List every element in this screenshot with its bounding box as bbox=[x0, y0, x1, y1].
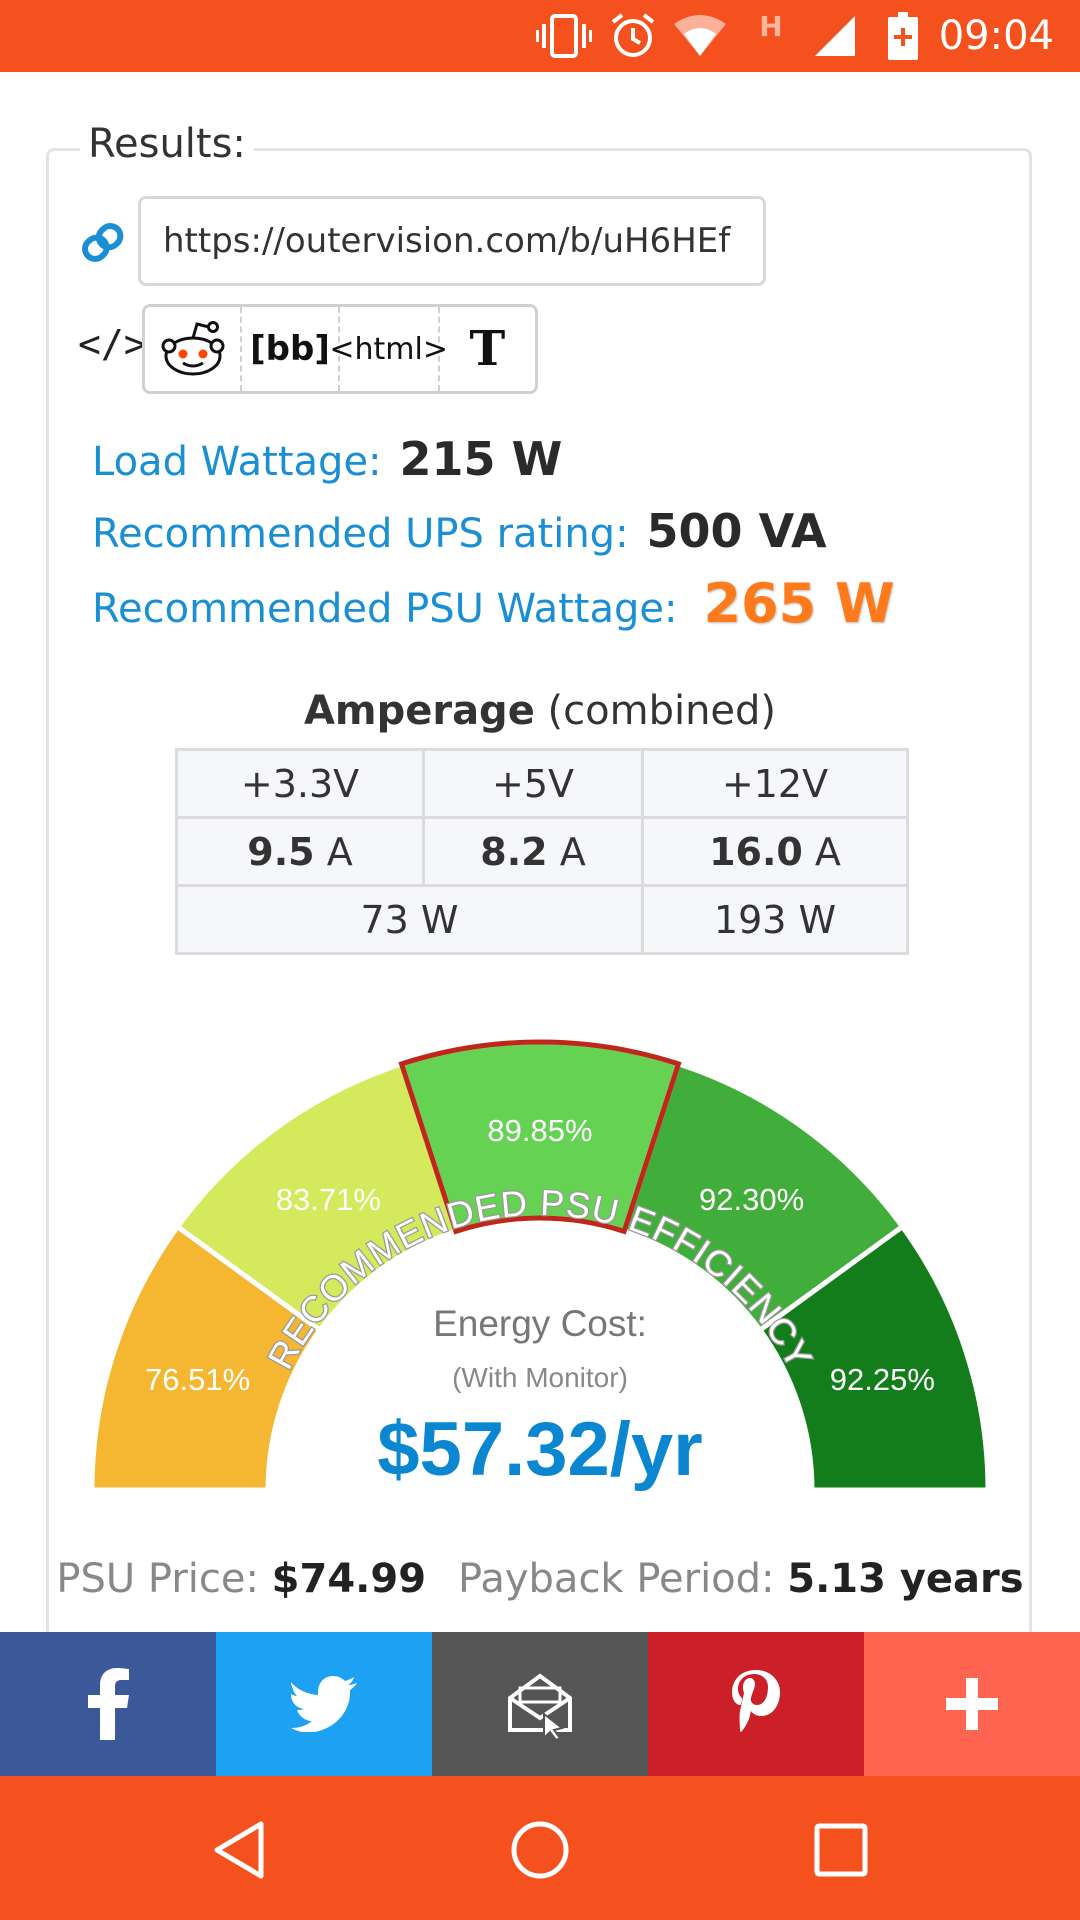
psu-price-value: $74.99 bbox=[271, 1556, 427, 1602]
amperage-title-rest: (combined) bbox=[534, 688, 777, 734]
payback-period-label: Payback Period: bbox=[458, 1556, 788, 1602]
facebook-share-button[interactable] bbox=[0, 1632, 216, 1776]
energy-cost-subtitle: (With Monitor) bbox=[452, 1362, 628, 1393]
ups-rating-value: 500 VA bbox=[646, 504, 827, 558]
amp-unit: A bbox=[547, 829, 586, 874]
bbcode-button[interactable]: [bb] bbox=[242, 307, 340, 391]
load-wattage-label: Load Wattage: bbox=[92, 439, 382, 485]
load-wattage-value: 215 W bbox=[399, 432, 563, 486]
html-label: <html> bbox=[329, 331, 448, 367]
amp-unit: A bbox=[314, 829, 353, 874]
plus-icon bbox=[946, 1678, 998, 1730]
gauge-segment-label: 76.51% bbox=[145, 1362, 250, 1397]
gauge-segment-label: 92.25% bbox=[830, 1362, 935, 1397]
home-icon[interactable] bbox=[510, 1820, 570, 1880]
amp-value: 16.0 bbox=[709, 829, 803, 874]
h-signal-icon: H bbox=[756, 0, 786, 62]
twitter-share-button[interactable] bbox=[216, 1632, 432, 1776]
amp-value: 8.2 bbox=[480, 829, 548, 874]
vibrate-icon bbox=[536, 0, 592, 72]
wifi-icon bbox=[672, 0, 728, 72]
table-row: 73 W 193 W bbox=[175, 884, 909, 955]
payback-row: PSU Price: $74.99 Payback Period: 5.13 ye… bbox=[0, 1556, 1080, 1602]
amperage-table: +3.3V +5V +12V 9.5 A 8.2 A 16.0 A 73 W 1… bbox=[175, 748, 909, 955]
energy-cost-value: $57.32/yr bbox=[377, 1407, 702, 1492]
load-wattage-row: Load Wattage: 215 W bbox=[92, 432, 562, 486]
html-button[interactable]: <html> bbox=[329, 307, 448, 391]
amperage-title: Amperage (combined) bbox=[0, 688, 1080, 734]
navigation-bar bbox=[0, 1776, 1080, 1920]
amp-value: 9.5 bbox=[247, 829, 315, 874]
text-label: T bbox=[469, 321, 506, 377]
header-cell: +12V bbox=[641, 748, 909, 819]
alarm-icon bbox=[608, 0, 658, 72]
selected-segment-outline bbox=[398, 1039, 682, 1235]
share-url-input[interactable]: https://outervision.com/b/uH6HEf bbox=[138, 196, 766, 286]
amp-unit: A bbox=[802, 829, 841, 874]
psu-wattage-value: 265 W bbox=[703, 572, 895, 635]
email-icon bbox=[508, 1673, 572, 1740]
table-row: +3.3V +5V +12V bbox=[175, 748, 909, 819]
more-share-button[interactable] bbox=[864, 1632, 1080, 1776]
twitter-icon bbox=[291, 1676, 357, 1732]
gauge-segment bbox=[756, 1223, 991, 1493]
amp-cell: 16.0 A bbox=[641, 816, 909, 887]
social-share-bar bbox=[0, 1632, 1080, 1776]
share-format-bar: [bb] <html> T bbox=[142, 304, 538, 394]
email-share-button[interactable] bbox=[432, 1632, 648, 1776]
pinterest-icon bbox=[732, 1670, 780, 1732]
facebook-icon bbox=[88, 1668, 129, 1740]
gauge-segment-label: 92.30% bbox=[699, 1182, 804, 1217]
table-row: 9.5 A 8.2 A 16.0 A bbox=[175, 816, 909, 887]
reddit-icon bbox=[161, 321, 225, 376]
amp-cell: 9.5 A bbox=[175, 816, 425, 887]
psu-price-label: PSU Price: bbox=[56, 1556, 272, 1602]
psu-wattage-label: Recommended PSU Wattage: bbox=[92, 586, 678, 632]
cell-signal-icon bbox=[812, 0, 858, 72]
bbcode-label: [bb] bbox=[250, 329, 330, 369]
clock: 09:04 bbox=[938, 13, 1054, 59]
text-button[interactable]: T bbox=[440, 307, 535, 391]
results-legend: Results: bbox=[80, 118, 254, 170]
watt-cell: 193 W bbox=[641, 884, 909, 955]
header-cell: +3.3V bbox=[175, 748, 425, 819]
ups-rating-row: Recommended UPS rating: 500 VA bbox=[92, 504, 827, 558]
reddit-button[interactable] bbox=[145, 307, 243, 391]
back-icon[interactable] bbox=[211, 1820, 267, 1880]
header-cell: +5V bbox=[422, 748, 644, 819]
watt-cell: 73 W bbox=[175, 884, 644, 955]
amp-cell: 8.2 A bbox=[422, 816, 644, 887]
battery-icon bbox=[886, 0, 920, 72]
embed-code-icon: </> bbox=[78, 322, 147, 366]
amperage-title-bold: Amperage bbox=[303, 688, 535, 734]
gauge-segment-label: 89.85% bbox=[487, 1113, 592, 1148]
energy-cost-label: Energy Cost: bbox=[433, 1303, 647, 1344]
efficiency-gauge: RECOMMENDED PSU EFFICIENCY 76.51%83.71%8… bbox=[89, 1039, 991, 1493]
pinterest-share-button[interactable] bbox=[648, 1632, 864, 1776]
ups-rating-label: Recommended UPS rating: bbox=[92, 511, 629, 557]
psu-wattage-row: Recommended PSU Wattage: 265 W bbox=[92, 572, 895, 635]
recents-icon[interactable] bbox=[814, 1823, 868, 1877]
gauge-segment-label: 83.71% bbox=[276, 1182, 381, 1217]
network-type-label: H bbox=[759, 9, 783, 43]
status-bar: H 09:04 bbox=[0, 0, 1080, 72]
link-icon[interactable] bbox=[80, 218, 128, 270]
payback-period-value: 5.13 years bbox=[787, 1556, 1024, 1602]
